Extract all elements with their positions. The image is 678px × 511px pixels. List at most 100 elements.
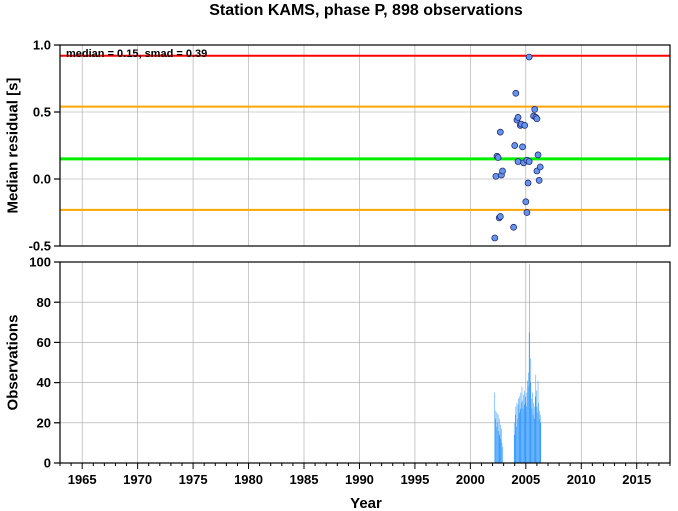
observation-bar <box>499 434 501 463</box>
observation-bar <box>532 414 534 463</box>
observation-bar <box>497 422 498 463</box>
residual-y-tick-label: -0.5 <box>29 239 51 254</box>
observation-bar <box>530 382 532 463</box>
residual-point <box>535 176 543 184</box>
residual-reference-lines <box>60 54 670 211</box>
observations-y-tick-label: 0 <box>44 456 51 471</box>
residual-y-tick-label: 0.0 <box>33 172 51 187</box>
residual-points <box>491 53 544 242</box>
residual-y-tick-label: 1.0 <box>33 38 51 53</box>
observation-bar <box>539 422 541 463</box>
residual-point <box>533 115 541 123</box>
residual-point <box>512 89 520 97</box>
observation-bar <box>494 392 496 463</box>
observation-bar <box>497 414 499 463</box>
observation-bar <box>518 398 519 463</box>
observations-y-tick-label: 100 <box>29 255 51 270</box>
residual-point <box>524 179 532 187</box>
residual-point <box>523 209 531 216</box>
observation-bar <box>529 264 530 463</box>
observation-bar <box>502 446 503 463</box>
residual-point <box>510 223 517 231</box>
year-tick-label: 1965 <box>68 472 97 487</box>
observation-bar <box>536 406 538 463</box>
observation-bar <box>524 390 525 463</box>
observations-y-tick-label: 20 <box>37 415 51 430</box>
observation-bar <box>513 422 515 463</box>
observation-bar <box>523 404 525 463</box>
observation-bar <box>501 428 502 463</box>
observation-bar <box>495 418 496 463</box>
observation-bar <box>526 392 528 463</box>
residual-point <box>534 151 542 159</box>
year-tick-label: 1975 <box>179 472 208 487</box>
residual-point <box>519 143 526 151</box>
residual-point <box>496 128 504 136</box>
residual-annotation: median = 0.15, smad = 0.39 <box>66 48 207 60</box>
observation-bar <box>528 372 529 463</box>
observations-y-axis-label: Observations <box>4 315 21 411</box>
observation-bar <box>521 386 523 463</box>
observation-bar <box>516 426 517 463</box>
residual-point <box>522 198 530 206</box>
year-tick-label: 1990 <box>345 472 374 487</box>
observation-bar <box>515 414 516 463</box>
observation-bar <box>516 402 518 463</box>
observation-bar <box>522 400 523 463</box>
observation-bar <box>540 414 542 463</box>
residual-point <box>525 158 533 165</box>
residual-point <box>521 122 529 129</box>
year-tick-label: 1995 <box>400 472 429 487</box>
observation-bar <box>525 396 526 463</box>
observation-bar <box>526 406 527 463</box>
observation-bar <box>498 418 500 463</box>
observation-bar <box>533 402 534 463</box>
observation-bar <box>495 410 497 463</box>
observation-bar <box>518 412 520 463</box>
residual-point <box>496 213 504 220</box>
residual-point <box>514 158 522 165</box>
residual-point <box>499 167 506 175</box>
residual-point <box>494 154 502 161</box>
observation-bar <box>535 374 537 463</box>
observations-y-tick-label: 80 <box>37 295 51 310</box>
year-tick-label: 2015 <box>622 472 651 487</box>
observation-bar <box>500 424 501 463</box>
observation-bar <box>538 402 539 463</box>
year-tick-label: 1980 <box>234 472 263 487</box>
observation-bar <box>538 418 540 463</box>
observation-bars <box>494 264 542 463</box>
observation-bar <box>539 410 540 463</box>
observations-panel-frame <box>59 261 671 464</box>
observation-bar <box>515 406 517 463</box>
residual-point <box>525 53 533 61</box>
residual-y-tick-label: 0.5 <box>33 105 51 120</box>
residual-point <box>536 163 544 171</box>
observation-bar <box>522 408 524 463</box>
residual-panel-frame <box>59 44 671 247</box>
residual-y-axis-label: Median residual [s] <box>4 78 21 214</box>
year-tick-label: 2005 <box>511 472 540 487</box>
observation-bar <box>500 438 502 463</box>
x-axis-label: Year <box>350 495 382 511</box>
observation-bar <box>496 426 497 463</box>
observations-panel: 0 20 40 60 80 100 1965 1970 1975 1980 1985 1990 199… <box>4 255 671 511</box>
observation-bar <box>496 412 498 463</box>
observation-bar <box>498 430 499 463</box>
observation-bar <box>531 398 532 463</box>
observations-y-tick-label: 60 <box>37 335 51 350</box>
observation-bar <box>521 402 522 463</box>
residual-point <box>491 234 499 242</box>
observation-bar <box>517 404 519 463</box>
observations-y-ticks: 0 20 40 60 80 100 <box>29 255 60 471</box>
year-tick-label: 1985 <box>290 472 319 487</box>
observation-bar <box>529 358 531 463</box>
observation-bar <box>533 418 535 463</box>
year-tick-label: 2010 <box>567 472 596 487</box>
observation-bar <box>514 434 515 463</box>
year-tick-label: 1970 <box>123 472 152 487</box>
observation-bar <box>519 396 520 463</box>
residual-point <box>511 142 519 149</box>
observations-panel-background <box>60 262 670 463</box>
